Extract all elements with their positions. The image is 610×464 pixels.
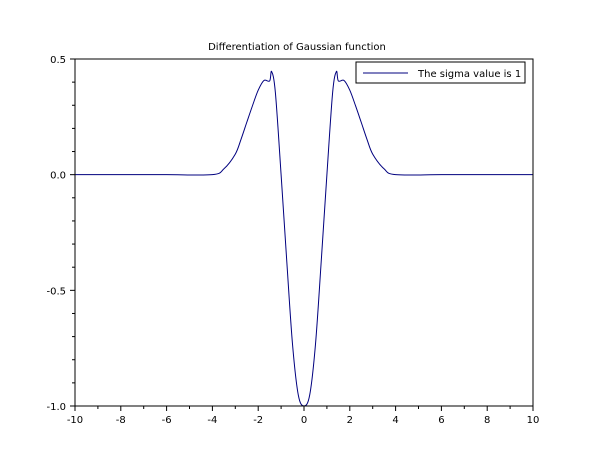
x-tick-label: 10 [527,415,540,426]
x-tick-label: 2 [347,415,353,426]
x-tick-label: -2 [253,415,263,426]
y-tick-label: 0.0 [50,171,66,182]
x-tick-label: 0 [301,415,307,426]
x-tick-label: 4 [392,415,398,426]
y-tick-label: 0.5 [50,55,66,66]
legend-label: The sigma value is 1 [417,69,521,80]
x-tick-label: 8 [484,415,490,426]
x-tick-label: -6 [162,415,172,426]
x-tick-label: 6 [438,415,444,426]
y-tick-label: -1.0 [46,402,66,413]
x-axis: -10 -8 -6 -4 -2 0 2 4 6 8 10 [67,406,540,426]
y-tick-label: -0.5 [46,286,66,297]
x-tick-label: -4 [207,415,217,426]
x-tick-label: -8 [116,415,126,426]
legend-box [355,61,526,84]
legend: The sigma value is 1 [355,61,526,84]
x-tick-label: -10 [67,415,83,426]
chart-title: Differentiation of Gaussian function [208,42,386,53]
y-axis: -1.0 -0.5 0.0 0.5 [46,55,75,413]
